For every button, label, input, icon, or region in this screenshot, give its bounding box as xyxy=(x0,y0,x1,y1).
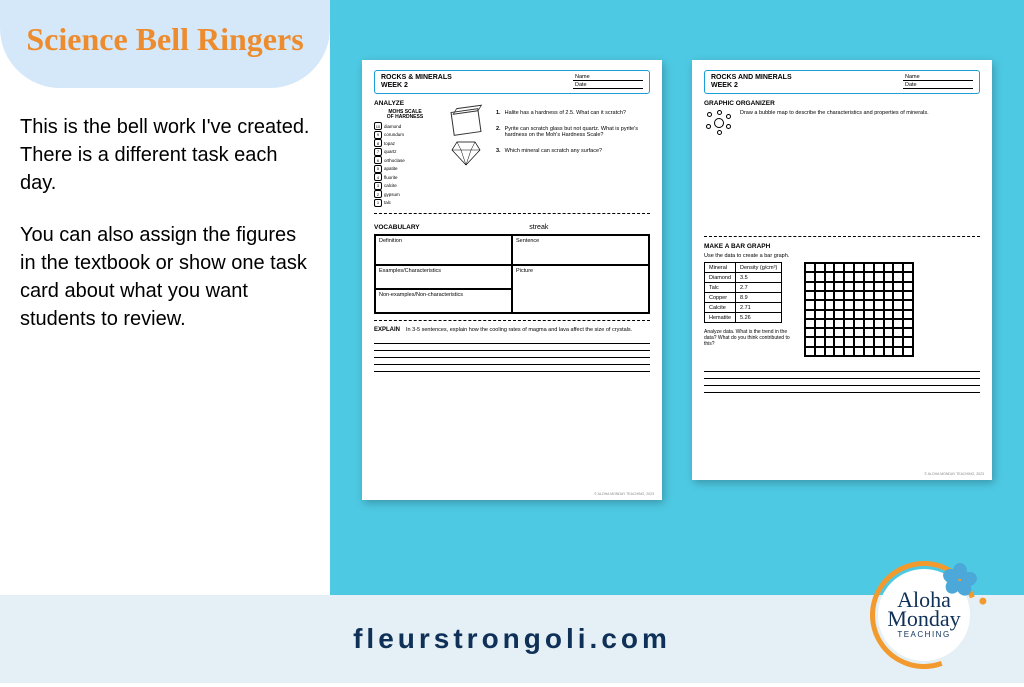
date-line: Date xyxy=(903,82,973,89)
ws1-namedate: Name Date xyxy=(573,74,643,90)
q3: 3.Which mineral can scratch any surface? xyxy=(496,148,650,154)
analyze-prompt: Analyze data. What is the trend in the d… xyxy=(704,329,794,347)
vocab-examples: Examples/Characteristics xyxy=(375,265,512,289)
col-mineral: Mineral xyxy=(705,263,736,273)
bubble-map-icon xyxy=(704,110,734,136)
explain-row: EXPLAIN In 3-5 sentences, explain how th… xyxy=(374,327,650,333)
ws1-header: ROCKS & MINERALS WEEK 2 Name Date xyxy=(374,70,650,94)
worksheet-1: ROCKS & MINERALS WEEK 2 Name Date ANALYZ… xyxy=(362,60,662,500)
ws2-title: ROCKS AND MINERALS WEEK 2 xyxy=(711,74,792,89)
mohs-item: 1talc xyxy=(374,199,436,207)
analyze-label: ANALYZE xyxy=(374,100,650,107)
halite-cube-icon xyxy=(450,108,481,136)
mohs-item: 3calcite xyxy=(374,182,436,190)
mohs-item: 9corundum xyxy=(374,131,436,139)
vocab-word: streak xyxy=(428,222,650,233)
hibiscus-icon xyxy=(944,563,976,595)
vocab-sentence: Sentence xyxy=(512,235,649,265)
ws2-header: ROCKS AND MINERALS WEEK 2 Name Date xyxy=(704,70,980,94)
vocab-picture: Picture xyxy=(512,265,649,313)
explain-label: EXPLAIN xyxy=(374,327,400,333)
graph-label: MAKE A BAR GRAPH xyxy=(704,243,980,250)
mohs-item: 2gypsum xyxy=(374,190,436,198)
table-row: Calcite2.71 xyxy=(705,303,782,313)
questions: 1.Halite has a hardness of 2.5. What can… xyxy=(496,110,650,207)
name-line: Name xyxy=(573,74,643,81)
mohs-item: 4fluorite xyxy=(374,173,436,181)
grid-and-lines xyxy=(804,262,980,357)
logo: Aloha Monday TEACHING xyxy=(864,555,984,675)
footer-url: fleurstrongoli.com xyxy=(353,623,671,655)
vocab-box: Definition Sentence Examples/Characteris… xyxy=(374,234,650,314)
go-label: GRAPHIC ORGANIZER xyxy=(704,100,980,107)
worksheet-photo-area: ROCKS & MINERALS WEEK 2 Name Date ANALYZ… xyxy=(330,0,1024,595)
vocab-definition: Definition xyxy=(375,235,512,265)
ws2-namedate: Name Date xyxy=(903,74,973,90)
body-text: This is the bell work I've created. Ther… xyxy=(20,113,310,333)
table-row: Diamond3.5 xyxy=(705,273,782,283)
page-title: Science Bell Ringers xyxy=(10,20,320,58)
explain-prompt: In 3-5 sentences, explain how the coolin… xyxy=(406,327,650,333)
gem-icon xyxy=(451,140,481,166)
mohs-title: MOHS SCALE OF HARDNESS xyxy=(374,110,436,120)
analyze-row: MOHS SCALE OF HARDNESS 10diamond9corundu… xyxy=(374,110,650,207)
divider xyxy=(704,236,980,237)
q2: 2.Pyrite can scratch glass but not quart… xyxy=(496,126,650,138)
logo-line2: Monday xyxy=(887,610,960,629)
col-density: Density (g/cm³) xyxy=(736,263,782,273)
worksheet-2: ROCKS AND MINERALS WEEK 2 Name Date GRAP… xyxy=(692,60,992,480)
writing-lines xyxy=(374,337,650,372)
paragraph-2: You can also assign the figures in the t… xyxy=(20,221,310,333)
graph-instruction: Use the data to create a bar graph. xyxy=(704,253,980,259)
copyright: © ALOHA MONDAY TEACHING, 2023 xyxy=(594,492,654,496)
table-row: Talc2.7 xyxy=(705,283,782,293)
q1: 1.Halite has a hardness of 2.5. What can… xyxy=(496,110,650,116)
mohs-item: 6orthoclase xyxy=(374,156,436,164)
main-area: Science Bell Ringers This is the bell wo… xyxy=(0,0,1024,595)
mohs-item: 7quartz xyxy=(374,148,436,156)
mohs-item: 10diamond xyxy=(374,122,436,130)
mohs-item: 5apatite xyxy=(374,165,436,173)
graph-grid xyxy=(804,262,914,357)
date-line: Date xyxy=(573,82,643,89)
answer-lines xyxy=(704,365,980,393)
copyright: © ALOHA MONDAY TEACHING, 2023 xyxy=(924,472,984,476)
paragraph-1: This is the bell work I've created. Ther… xyxy=(20,113,310,197)
mohs-scale: MOHS SCALE OF HARDNESS 10diamond9corundu… xyxy=(374,110,436,207)
mineral-icons xyxy=(442,110,490,207)
table-row: Copper8.9 xyxy=(705,293,782,303)
vocab-label: VOCABULARY xyxy=(374,224,420,231)
go-row: Draw a bubble map to describe the charac… xyxy=(704,110,980,136)
graph-row: MineralDensity (g/cm³) Diamond3.5Talc2.7… xyxy=(704,262,980,357)
density-table: MineralDensity (g/cm³) Diamond3.5Talc2.7… xyxy=(704,262,782,323)
name-line: Name xyxy=(903,74,973,81)
mohs-item: 8topaz xyxy=(374,139,436,147)
title-bubble: Science Bell Ringers xyxy=(0,0,330,88)
ws1-title: ROCKS & MINERALS WEEK 2 xyxy=(381,74,452,89)
table-and-prompt: MineralDensity (g/cm³) Diamond3.5Talc2.7… xyxy=(704,262,794,357)
left-column: Science Bell Ringers This is the bell wo… xyxy=(0,0,330,595)
divider xyxy=(374,213,650,214)
divider xyxy=(374,320,650,321)
vocab-nonexamples: Non-examples/Non-characteristics xyxy=(375,289,512,313)
go-prompt: Draw a bubble map to describe the charac… xyxy=(740,110,980,116)
table-row: Hematite5.26 xyxy=(705,313,782,323)
logo-sub: TEACHING xyxy=(897,630,950,639)
